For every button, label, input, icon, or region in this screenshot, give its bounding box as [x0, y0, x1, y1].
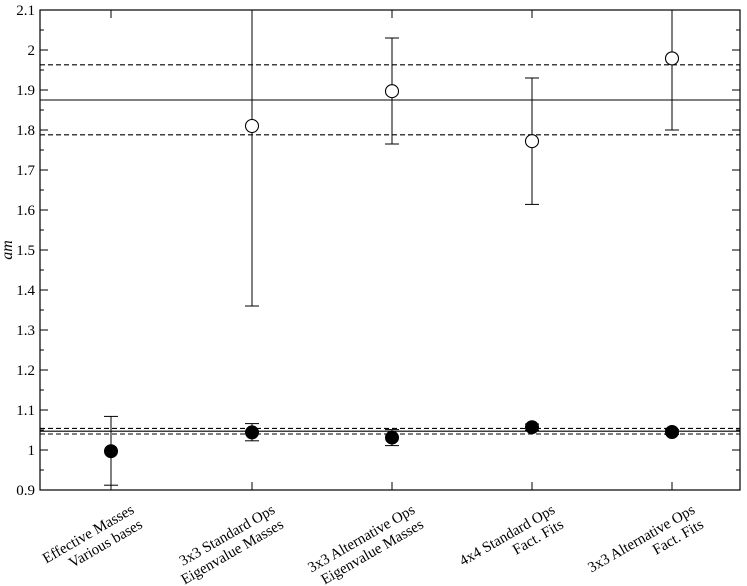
x-category-label: 4x4 Standard OpsFact. Fits — [457, 502, 567, 584]
x-category-label: 3x3 Standard OpsEigenvalue Masses — [170, 502, 287, 586]
y-tick-label: 1.8 — [16, 123, 35, 139]
data-point-open — [384, 84, 400, 99]
plot-frame — [39, 9, 741, 491]
data-point-filled — [385, 430, 399, 445]
axis-ticks — [40, 9, 740, 491]
data-point-filled — [665, 425, 679, 439]
y-tick-label: 1.2 — [16, 363, 35, 379]
data-point-filled — [104, 444, 118, 459]
y-tick-label: 2.1 — [16, 3, 35, 19]
y-tick-label: 2 — [28, 43, 36, 59]
y-tick-label: 1 — [28, 443, 36, 459]
data-point-filled — [525, 420, 539, 435]
data-point-open — [664, 51, 680, 66]
data-point-open — [244, 118, 260, 134]
data-point-open — [524, 134, 540, 149]
y-tick-label: 1.4 — [16, 283, 35, 299]
error-bars — [104, 10, 679, 486]
y-tick-label: 1.9 — [16, 83, 35, 99]
x-category-label: 3x3 Alternative OpsFact. Fits — [585, 502, 706, 586]
x-category-label: 3x3 Alternative OpsEigenvalue Masses — [305, 502, 426, 586]
y-tick-label: 1.7 — [16, 163, 35, 179]
data-markers — [104, 51, 680, 459]
y-tick-labels: 0.9 1 1.1 1.2 1.3 1.4 1.5 1.6 1.7 1.8 1.9 2 2.1 — [16, 3, 35, 499]
y-tick-label: 0.9 — [16, 483, 35, 499]
x-category-label: Effective MassesVarious bases — [40, 502, 145, 582]
y-axis-label: am — [0, 240, 16, 260]
y-tick-label: 1.6 — [16, 203, 35, 219]
data-point-filled — [245, 425, 259, 440]
reference-lines — [40, 64, 740, 435]
y-tick-label: 1.3 — [16, 323, 35, 339]
y-tick-label: 1.5 — [16, 243, 35, 259]
x-category-labels: Effective MassesVarious bases 3x3 Standar… — [40, 502, 706, 586]
y-tick-label: 1.1 — [16, 403, 35, 419]
